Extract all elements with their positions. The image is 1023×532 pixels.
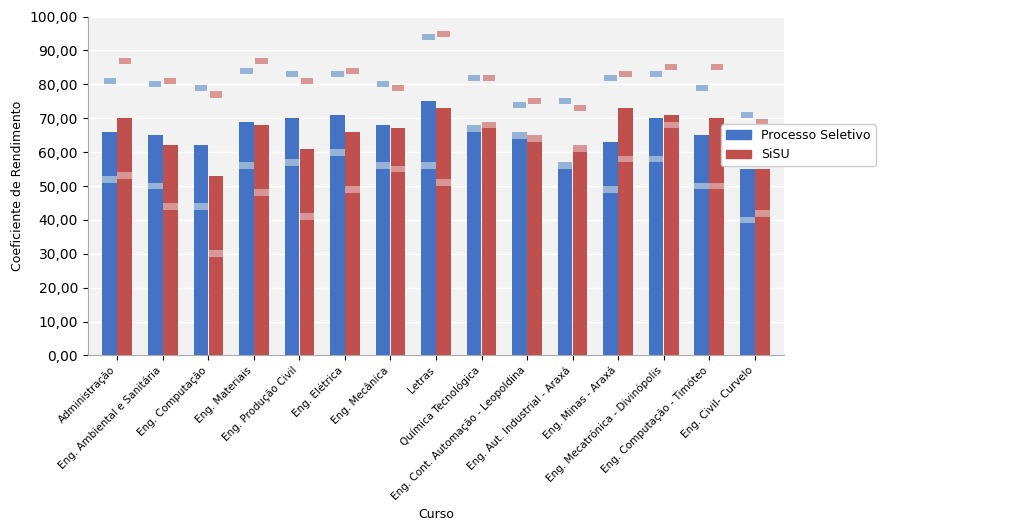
Bar xyxy=(300,213,314,220)
Bar xyxy=(209,176,223,355)
Bar xyxy=(527,135,542,142)
Bar xyxy=(239,122,254,355)
Bar xyxy=(436,108,451,355)
Bar xyxy=(209,251,223,257)
Bar xyxy=(421,162,436,169)
Bar xyxy=(421,101,436,355)
Bar xyxy=(346,68,359,74)
Bar xyxy=(193,203,208,210)
Bar xyxy=(103,78,116,84)
Bar xyxy=(466,125,482,132)
Bar xyxy=(482,125,496,355)
Bar xyxy=(620,71,632,77)
Bar xyxy=(711,64,723,70)
Bar xyxy=(239,162,254,169)
Bar xyxy=(285,71,298,77)
Bar xyxy=(558,162,573,169)
Bar xyxy=(664,122,678,128)
Bar xyxy=(163,145,178,355)
Bar xyxy=(755,210,769,217)
Y-axis label: Coeficiente de Rendimento: Coeficiente de Rendimento xyxy=(11,101,25,271)
Bar xyxy=(558,165,573,355)
Bar xyxy=(118,172,132,179)
Bar xyxy=(664,115,678,355)
Bar xyxy=(437,30,450,37)
Bar xyxy=(710,118,724,355)
Bar xyxy=(741,112,754,118)
Bar xyxy=(513,135,527,355)
Bar xyxy=(559,98,571,104)
Bar xyxy=(118,118,132,355)
Bar xyxy=(756,119,768,124)
Bar xyxy=(164,78,177,84)
Bar xyxy=(527,139,542,355)
Bar xyxy=(163,203,178,210)
Bar xyxy=(755,169,769,355)
Bar xyxy=(436,179,451,186)
Bar xyxy=(391,165,405,172)
Bar xyxy=(102,132,117,355)
Bar xyxy=(301,78,313,84)
Bar xyxy=(210,92,222,97)
Legend: Processo Seletivo, SiSU: Processo Seletivo, SiSU xyxy=(721,124,876,167)
Bar xyxy=(345,186,360,193)
Bar xyxy=(376,81,389,87)
Bar xyxy=(618,108,633,355)
Bar xyxy=(375,125,390,355)
Bar xyxy=(254,189,269,196)
Bar xyxy=(513,132,527,139)
Bar xyxy=(649,155,664,162)
Bar xyxy=(149,81,162,87)
Bar xyxy=(193,145,208,355)
Bar xyxy=(604,186,618,193)
X-axis label: Curso: Curso xyxy=(418,508,454,521)
Bar xyxy=(483,74,495,81)
Bar xyxy=(148,135,163,355)
Bar xyxy=(695,135,709,355)
Bar xyxy=(740,217,755,223)
Bar xyxy=(574,105,586,111)
Bar xyxy=(331,71,344,77)
Bar xyxy=(345,132,360,355)
Bar xyxy=(514,102,526,108)
Bar xyxy=(466,128,482,355)
Bar xyxy=(255,57,268,64)
Bar xyxy=(284,159,299,165)
Bar xyxy=(618,155,633,162)
Bar xyxy=(300,149,314,355)
Bar xyxy=(254,125,269,355)
Bar xyxy=(391,128,405,355)
Bar xyxy=(422,34,435,40)
Bar xyxy=(240,68,253,74)
Bar xyxy=(529,98,541,104)
Bar xyxy=(330,149,345,155)
Bar xyxy=(605,74,617,81)
Bar xyxy=(573,149,587,355)
Bar xyxy=(696,85,708,91)
Bar xyxy=(665,64,677,70)
Bar xyxy=(102,176,117,182)
Bar xyxy=(649,118,664,355)
Bar xyxy=(482,122,496,128)
Bar xyxy=(330,115,345,355)
Bar xyxy=(604,142,618,355)
Bar xyxy=(392,85,404,91)
Bar xyxy=(650,71,662,77)
Bar xyxy=(710,182,724,189)
Bar xyxy=(119,57,131,64)
Bar xyxy=(148,182,163,189)
Bar xyxy=(695,182,709,189)
Bar xyxy=(468,74,480,81)
Bar xyxy=(740,169,755,355)
Bar xyxy=(573,145,587,152)
Bar xyxy=(284,118,299,355)
Bar xyxy=(375,162,390,169)
Bar xyxy=(194,85,207,91)
